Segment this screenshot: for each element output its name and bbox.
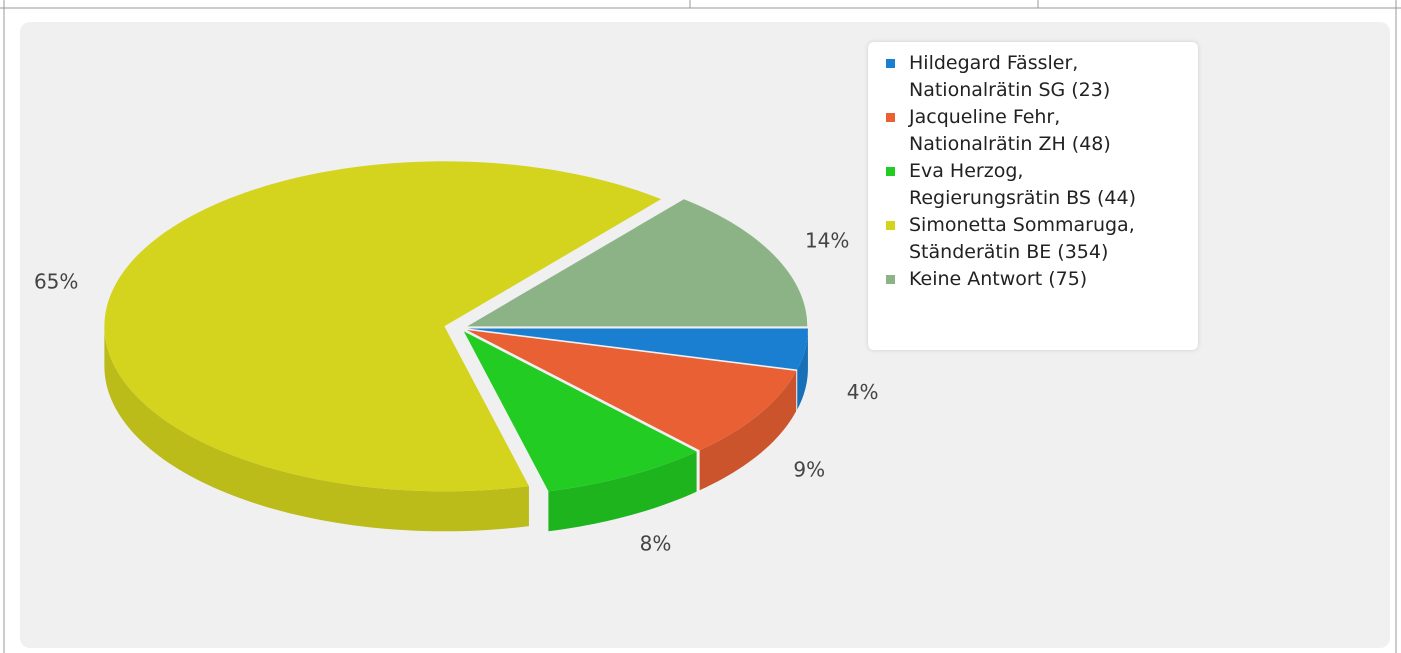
slice — [467, 328, 808, 370]
legend-label: Jacqueline Fehr, Nationalrätin ZH (48) — [909, 106, 1111, 155]
legend-swatch — [886, 59, 895, 68]
legend-swatch — [886, 221, 895, 230]
slice-side — [548, 451, 697, 532]
legend-swatch — [886, 113, 895, 122]
legend-item: Hildegard Fässler, Nationalrätin SG (23) — [880, 50, 1186, 104]
legend-item: Eva Herzog, Regierungsrätin BS (44) — [880, 158, 1186, 212]
legend-label: Eva Herzog, Regierungsrätin BS (44) — [909, 160, 1136, 209]
legend-item: Keine Antwort (75) — [880, 266, 1186, 293]
data-label: 65% — [34, 270, 78, 294]
slice — [466, 329, 797, 451]
slice — [104, 161, 662, 492]
slice-side — [797, 328, 808, 410]
legend: Hildegard Fässler, Nationalrätin SG (23)… — [868, 42, 1198, 350]
data-label: 14% — [805, 229, 849, 253]
legend-item: Simonetta Sommaruga, Ständerätin BE (354… — [880, 212, 1186, 266]
legend-swatch — [886, 275, 895, 284]
slice — [467, 199, 808, 327]
pie: 4% 9% 8% 65% 14% — [34, 161, 879, 555]
legend-swatch — [886, 167, 895, 176]
legend-label: Simonetta Sommaruga, Ständerätin BE (354… — [909, 214, 1135, 263]
data-label: 9% — [793, 457, 825, 481]
data-label: 8% — [640, 531, 672, 555]
legend-label: Keine Antwort (75) — [909, 268, 1088, 290]
slice — [463, 331, 697, 492]
legend-item: Jacqueline Fehr, Nationalrätin ZH (48) — [880, 104, 1186, 158]
slice-side — [104, 326, 529, 532]
slice-side — [699, 371, 797, 491]
legend-label: Hildegard Fässler, Nationalrätin SG (23) — [909, 52, 1111, 101]
data-label: 4% — [847, 380, 879, 404]
